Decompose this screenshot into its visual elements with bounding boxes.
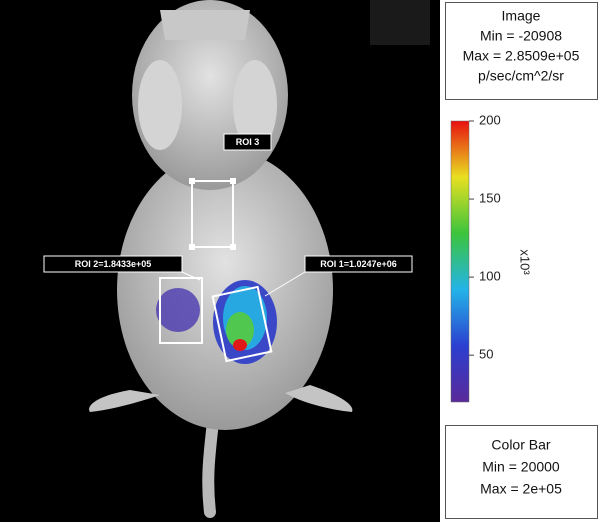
roi-label-box [304, 255, 413, 273]
info-title: Color Bar [491, 437, 550, 453]
roi-shapes [159, 178, 306, 363]
roi-label: ROI 2=1.8433e+05 [75, 259, 152, 269]
image-info-box [445, 2, 598, 100]
info-units: p/sec/cm^2/sr [478, 68, 564, 84]
roi-label: ROI 3 [236, 137, 260, 147]
info-min: Min = 20000 [482, 459, 560, 475]
colorbar-info-box [445, 425, 598, 519]
roi-label-box [223, 133, 272, 151]
tick-label: 50 [479, 347, 493, 362]
info-title: Image [502, 8, 541, 24]
info-max: Max = 2.8509e+05 [463, 48, 580, 64]
info-min: Min = -20908 [480, 28, 562, 44]
roi-labels: ROI 3 ROI 2=1.8433e+05 ROI 1=1.0247e+06 [43, 133, 413, 273]
signal [156, 280, 277, 364]
roi-label-box [43, 255, 183, 273]
tick-label: 150 [479, 190, 501, 205]
info-max: Max = 2e+05 [480, 481, 562, 497]
colorbar-axis: 50 100 150 200 [469, 112, 501, 362]
tick-label: 100 [479, 269, 501, 284]
tick-label: 200 [479, 112, 501, 127]
colorbar [450, 120, 470, 403]
roi-label: ROI 1=1.0247e+06 [320, 259, 397, 269]
colorbar-label: x10³ [518, 249, 533, 275]
